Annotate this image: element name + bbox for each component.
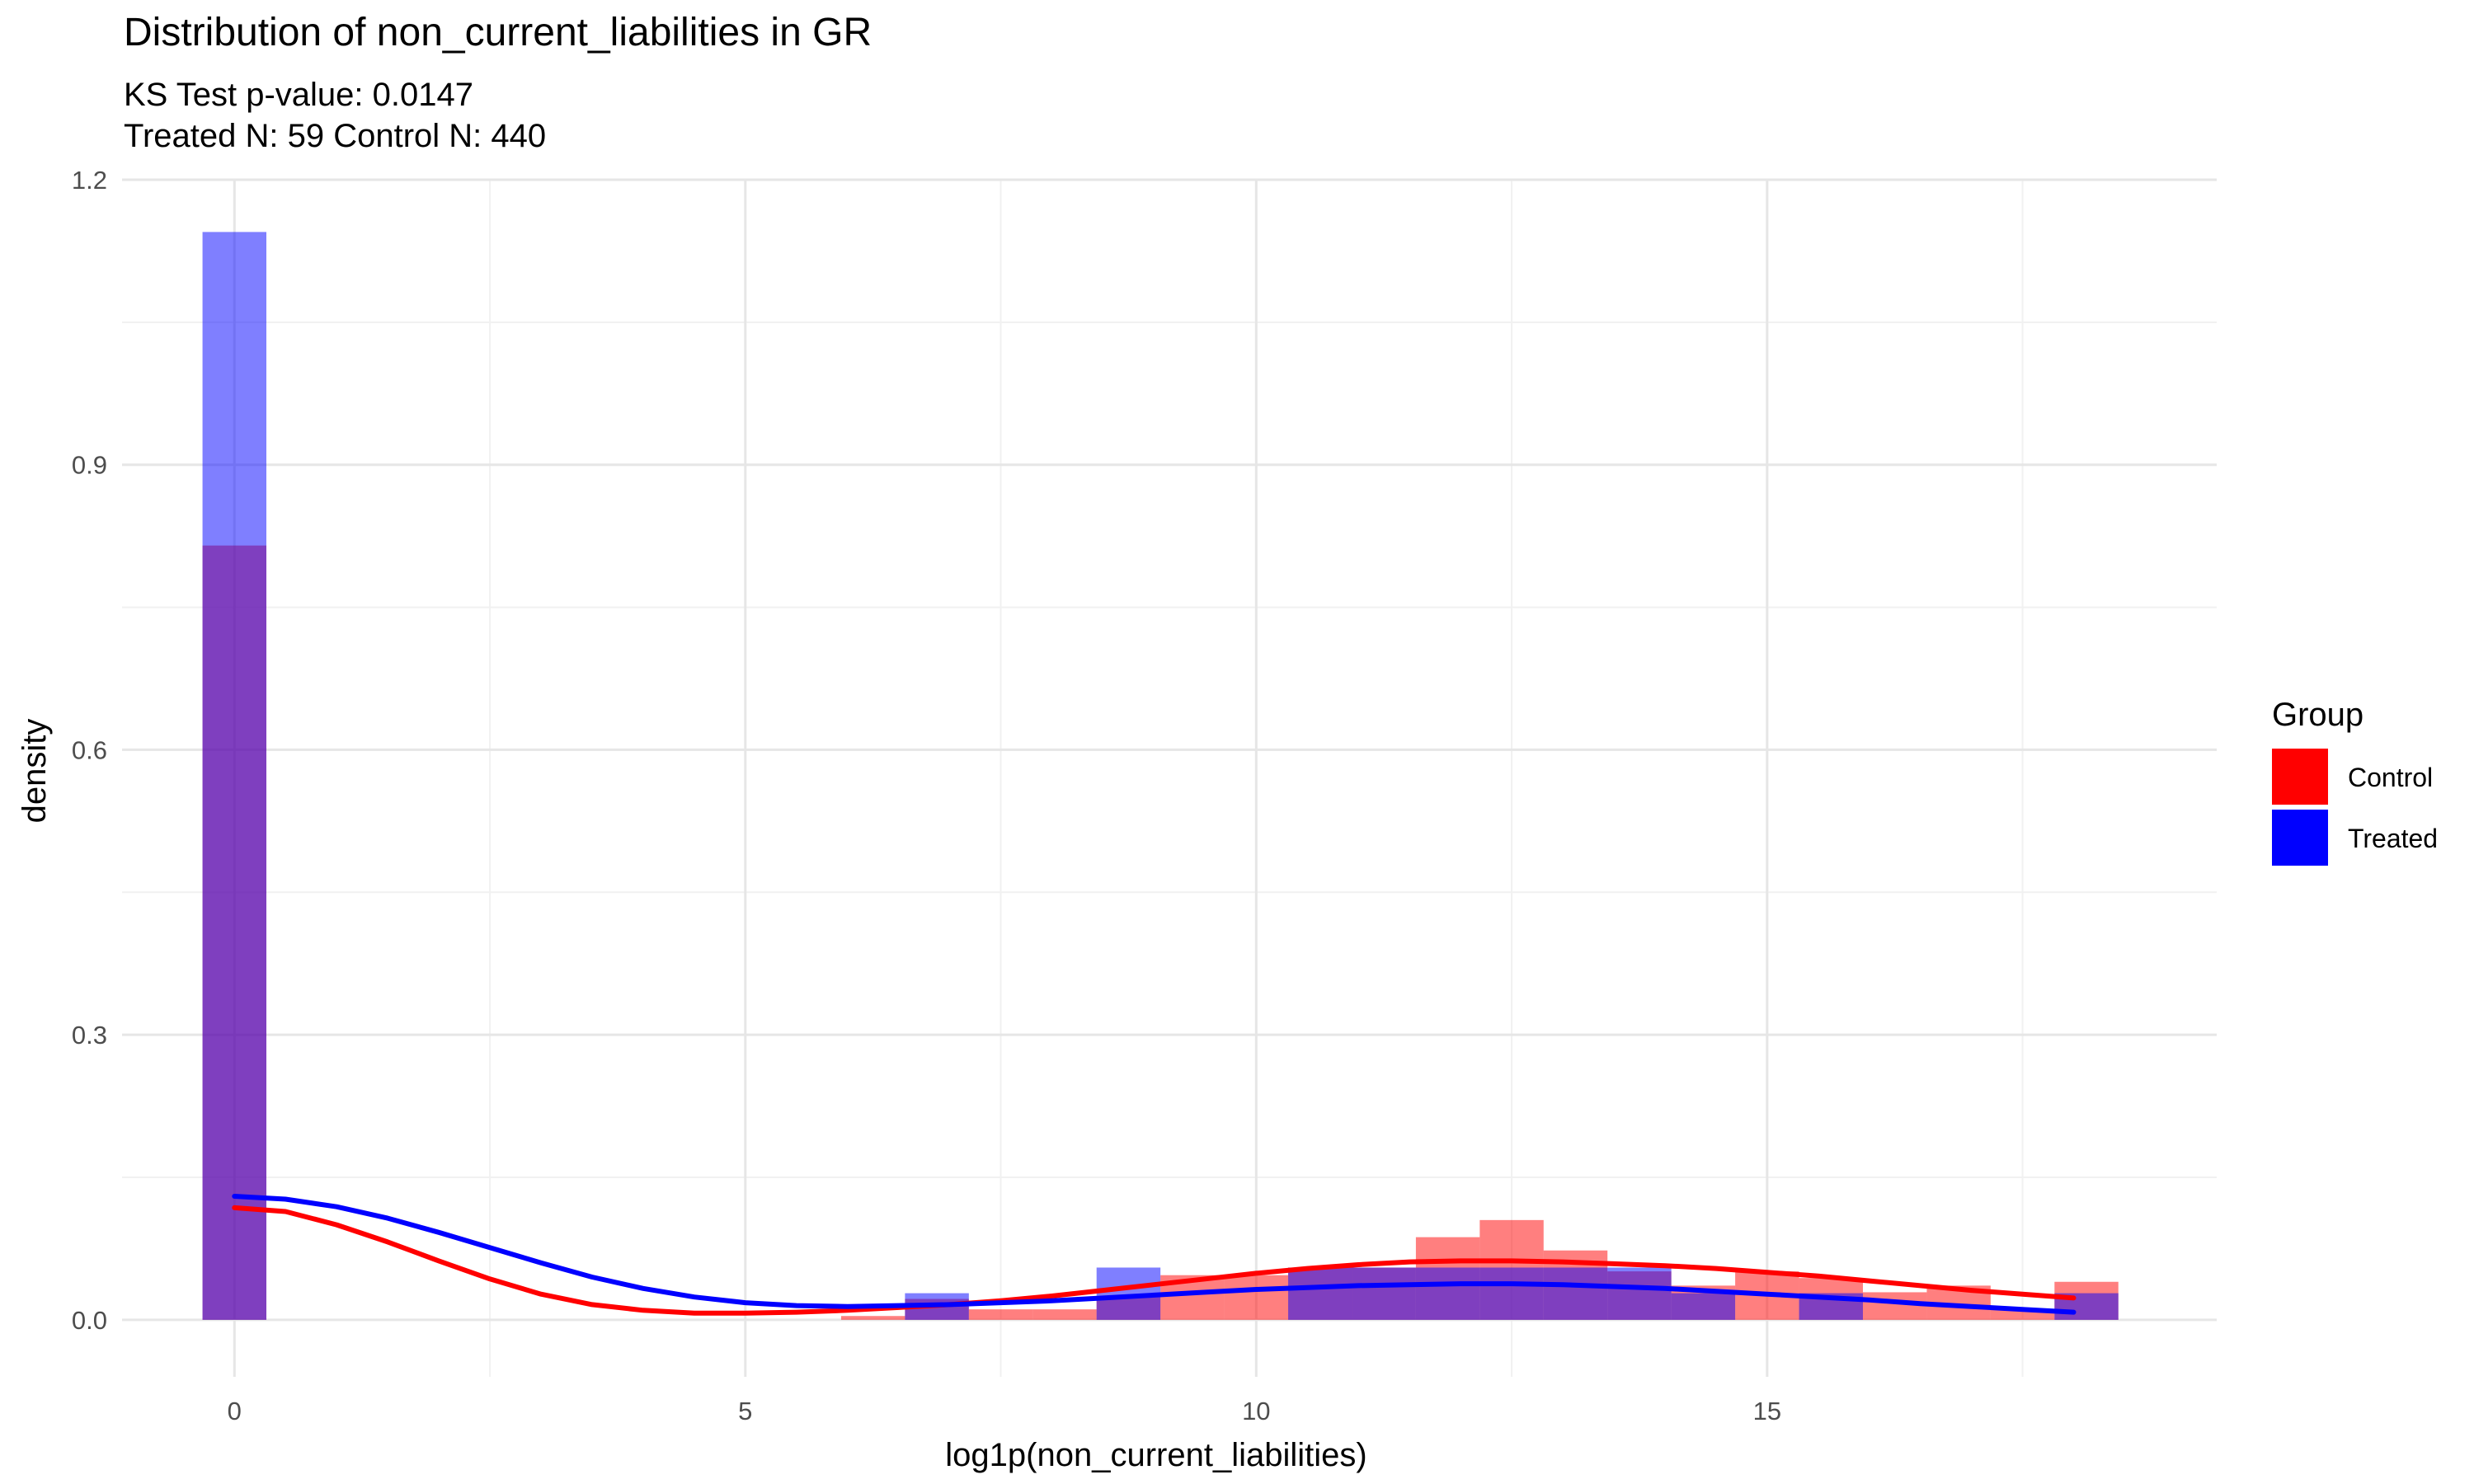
control-bar	[1862, 1292, 1927, 1320]
major-gridlines	[122, 178, 2217, 1377]
legend: Group Control Treated	[2272, 697, 2438, 866]
legend-key-treated	[2272, 810, 2328, 866]
y-tick-label: 0.9	[72, 451, 107, 480]
treated-density-curve	[232, 1194, 2077, 1315]
x-tick-label: 0	[228, 1397, 242, 1425]
treated-bar	[1543, 1267, 1608, 1320]
density-curves	[232, 1194, 2077, 1316]
x-axis-title: log1p(non_current_liabilities)	[945, 1437, 1366, 1473]
y-tick-label: 0.6	[72, 735, 107, 764]
control-bar	[1032, 1309, 1097, 1320]
x-tick-label: 5	[738, 1397, 752, 1425]
treated-bar	[1671, 1293, 1736, 1320]
legend-label-control: Control	[2348, 763, 2433, 792]
control-bar	[1224, 1275, 1289, 1320]
treated-bar	[1479, 1267, 1544, 1320]
legend-title: Group	[2272, 697, 2363, 733]
y-axis-title: density	[16, 719, 53, 824]
legend-key-control	[2272, 749, 2328, 805]
y-tick-label: 0.0	[72, 1306, 107, 1335]
x-tick-label: 10	[1242, 1397, 1270, 1425]
axis-ticks: 0 5 10 15 0.0 0.3 0.6 0.9 1.2	[72, 166, 1781, 1425]
treated-bar	[1352, 1267, 1416, 1320]
treated-bars	[202, 232, 2119, 1320]
treated-bar	[1288, 1267, 1352, 1320]
chart-subtitle-ks: KS Test p-value: 0.0147	[124, 77, 473, 113]
control-bar	[968, 1309, 1033, 1320]
y-tick-label: 0.3	[72, 1021, 107, 1050]
legend-label-treated: Treated	[2348, 824, 2438, 853]
chart-subtitle-counts: Treated N: 59 Control N: 440	[124, 118, 547, 154]
treated-bar	[1415, 1267, 1480, 1320]
control-bar	[840, 1316, 905, 1320]
treated-bar	[202, 232, 267, 1320]
minor-gridlines	[122, 180, 2217, 1377]
chart-title: Distribution of non_current_liabilities …	[124, 11, 872, 54]
x-tick-label: 15	[1753, 1397, 1781, 1425]
control-density-curve	[232, 1205, 2077, 1316]
treated-bar	[1607, 1267, 1672, 1320]
y-tick-label: 1.2	[72, 166, 107, 195]
